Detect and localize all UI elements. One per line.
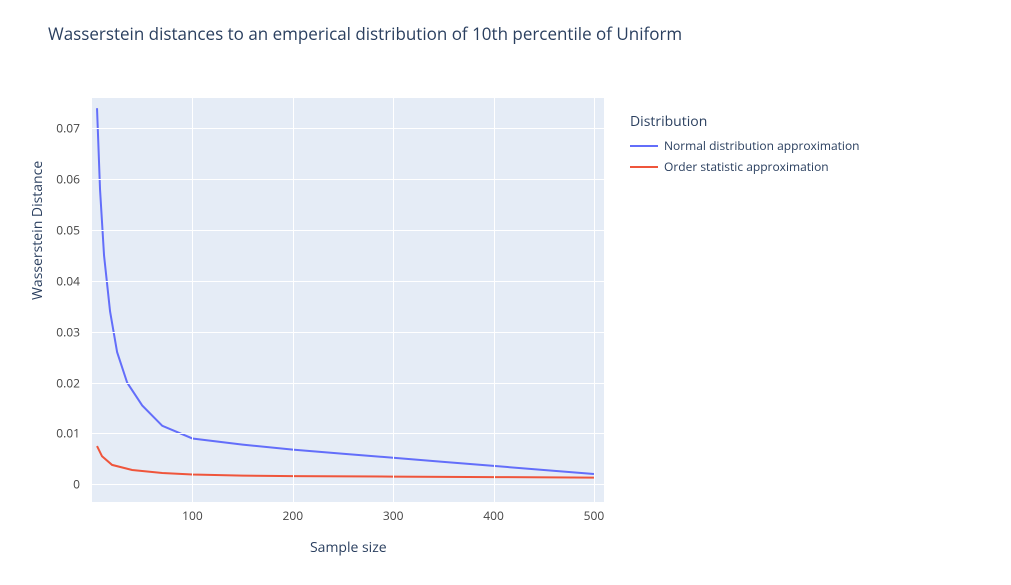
legend: Distribution Normal distribution approxi… bbox=[630, 112, 860, 179]
gridline-y bbox=[92, 230, 604, 231]
chart-lines-svg bbox=[92, 98, 604, 502]
gridline-x bbox=[393, 98, 394, 502]
gridline-y bbox=[92, 281, 604, 282]
legend-swatch bbox=[630, 145, 658, 147]
gridline-y bbox=[92, 179, 604, 180]
gridline-y bbox=[92, 332, 604, 333]
series-line-0[interactable] bbox=[97, 108, 594, 474]
gridline-y bbox=[92, 484, 604, 485]
y-tick-label: 0.05 bbox=[56, 222, 80, 239]
gridline-y bbox=[92, 433, 604, 434]
y-axis-label: Wasserstein Distance bbox=[28, 161, 47, 300]
x-tick-label: 300 bbox=[383, 507, 404, 524]
y-tick-label: 0.04 bbox=[56, 272, 80, 289]
x-tick-label: 200 bbox=[282, 507, 303, 524]
gridline-x bbox=[293, 98, 294, 502]
gridline-y bbox=[92, 383, 604, 384]
y-tick-label: 0.02 bbox=[56, 374, 80, 391]
series-line-1[interactable] bbox=[97, 446, 594, 478]
legend-item-order[interactable]: Order statistic approximation bbox=[630, 158, 860, 175]
legend-item-normal[interactable]: Normal distribution approximation bbox=[630, 137, 860, 154]
gridline-y bbox=[92, 128, 604, 129]
gridline-x bbox=[594, 98, 595, 502]
plot-area[interactable]: 10020030040050000.010.020.030.040.050.06… bbox=[92, 98, 604, 502]
legend-swatch bbox=[630, 166, 658, 168]
y-tick-label: 0.01 bbox=[56, 425, 80, 442]
gridline-x bbox=[192, 98, 193, 502]
legend-label: Normal distribution approximation bbox=[664, 137, 860, 154]
legend-label: Order statistic approximation bbox=[664, 158, 829, 175]
y-tick-label: 0 bbox=[73, 476, 80, 493]
x-tick-label: 500 bbox=[584, 507, 605, 524]
x-tick-label: 100 bbox=[182, 507, 203, 524]
y-tick-label: 0.06 bbox=[56, 171, 80, 188]
x-tick-label: 400 bbox=[483, 507, 504, 524]
y-tick-label: 0.07 bbox=[56, 120, 80, 137]
gridline-x bbox=[494, 98, 495, 502]
y-tick-label: 0.03 bbox=[56, 323, 80, 340]
chart-title: Wasserstein distances to an emperical di… bbox=[48, 22, 682, 45]
x-axis-label: Sample size bbox=[310, 538, 387, 557]
legend-title: Distribution bbox=[630, 112, 860, 131]
